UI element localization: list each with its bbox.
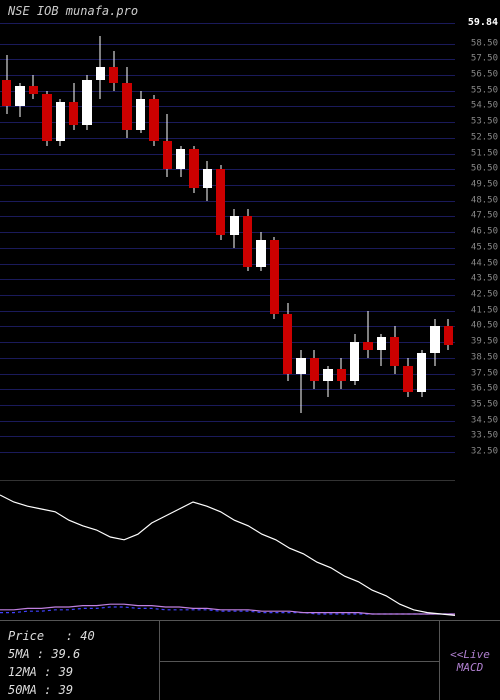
price-tick: 50.50 bbox=[471, 165, 498, 174]
price-tick: 46.50 bbox=[471, 228, 498, 237]
chart-header: NSE IOB munafa.pro bbox=[8, 4, 138, 18]
price-axis: 59.84 58.50 57.50 56.50 55.50 54.50 53.50 52.50… bbox=[455, 20, 500, 460]
price-tick: 58.50 bbox=[471, 39, 498, 48]
price-row: Price : 40 bbox=[8, 627, 151, 645]
macd-label: <<Live MACD bbox=[440, 621, 500, 700]
price-tick: 57.50 bbox=[471, 55, 498, 64]
price-tick: 42.50 bbox=[471, 291, 498, 300]
price-tick: 55.50 bbox=[471, 86, 498, 95]
ma50-row: 50MA : 39 bbox=[8, 681, 151, 699]
price-tick: 59.84 bbox=[468, 18, 498, 28]
ma5-row: 5MA : 39.6 bbox=[8, 645, 151, 663]
price-tick: 51.50 bbox=[471, 149, 498, 158]
info-text: Price : 40 5MA : 39.6 12MA : 39 50MA : 3… bbox=[0, 621, 160, 700]
price-tick: 52.50 bbox=[471, 133, 498, 142]
price-tick: 40.50 bbox=[471, 322, 498, 331]
price-tick: 45.50 bbox=[471, 243, 498, 252]
price-tick: 36.50 bbox=[471, 385, 498, 394]
price-tick: 35.50 bbox=[471, 401, 498, 410]
price-tick: 32.50 bbox=[471, 448, 498, 457]
macd-chart bbox=[0, 480, 455, 620]
price-tick: 38.50 bbox=[471, 353, 498, 362]
price-tick: 43.50 bbox=[471, 275, 498, 284]
info-panel: Price : 40 5MA : 39.6 12MA : 39 50MA : 3… bbox=[0, 620, 500, 700]
price-tick: 48.50 bbox=[471, 196, 498, 205]
info-mid bbox=[160, 621, 440, 700]
price-tick: 49.50 bbox=[471, 181, 498, 190]
ma12-row: 12MA : 39 bbox=[8, 663, 151, 681]
price-tick: 44.50 bbox=[471, 259, 498, 268]
price-tick: 41.50 bbox=[471, 306, 498, 315]
price-tick: 34.50 bbox=[471, 416, 498, 425]
price-tick: 47.50 bbox=[471, 212, 498, 221]
price-tick: 33.50 bbox=[471, 432, 498, 441]
candlestick-chart bbox=[0, 20, 455, 460]
price-tick: 37.50 bbox=[471, 369, 498, 378]
price-tick: 54.50 bbox=[471, 102, 498, 111]
price-tick: 39.50 bbox=[471, 338, 498, 347]
price-tick: 56.50 bbox=[471, 71, 498, 80]
price-tick: 53.50 bbox=[471, 118, 498, 127]
